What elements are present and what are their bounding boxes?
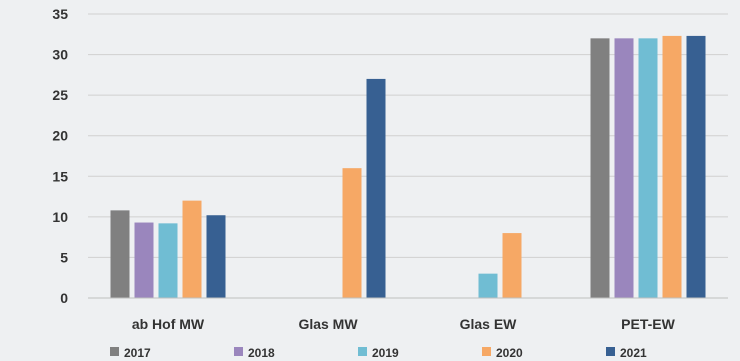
bar-pet-ew-2017 bbox=[590, 38, 610, 298]
legend-swatch bbox=[110, 347, 119, 356]
bar-pet-ew-2020 bbox=[662, 35, 682, 299]
bar-ab-hof-mw-2018 bbox=[134, 222, 154, 298]
legend-item-2020: 2020 bbox=[482, 346, 523, 360]
bar-pet-ew-2021 bbox=[686, 35, 706, 299]
x-category-label: Glas MW bbox=[298, 316, 358, 332]
bars bbox=[110, 35, 706, 299]
bar-glas-ew-2020 bbox=[502, 233, 522, 298]
y-tick-label: 35 bbox=[52, 6, 68, 22]
bar-ab-hof-mw-2020 bbox=[182, 200, 202, 298]
y-tick-label: 30 bbox=[52, 47, 68, 63]
bar-glas-ew-2019 bbox=[478, 273, 498, 298]
legend-item-2019: 2019 bbox=[358, 346, 399, 360]
legend-label: 2021 bbox=[620, 346, 647, 360]
y-tick-label: 20 bbox=[52, 128, 68, 144]
legend-item-2021: 2021 bbox=[606, 346, 647, 360]
bar-ab-hof-mw-2021 bbox=[206, 215, 226, 298]
bar-pet-ew-2019 bbox=[638, 38, 658, 298]
y-axis-ticks: 0 5 10 15 20 25 30 35 bbox=[52, 6, 68, 306]
x-category-label: PET-EW bbox=[621, 316, 675, 332]
x-category-label: ab Hof MW bbox=[132, 316, 205, 332]
legend: 2017 2018 2019 2020 2021 bbox=[110, 346, 647, 360]
legend-swatch bbox=[606, 347, 615, 356]
y-tick-label: 0 bbox=[60, 290, 68, 306]
bar-glas-mw-2021 bbox=[366, 78, 386, 299]
legend-swatch bbox=[234, 347, 243, 356]
y-tick-label: 25 bbox=[52, 87, 68, 103]
x-category-label: Glas EW bbox=[460, 316, 518, 332]
legend-item-2017: 2017 bbox=[110, 346, 151, 360]
y-tick-label: 10 bbox=[52, 209, 68, 225]
y-tick-label: 5 bbox=[60, 249, 68, 265]
bar-glas-mw-2020 bbox=[342, 168, 362, 298]
legend-label: 2020 bbox=[496, 346, 523, 360]
legend-label: 2018 bbox=[248, 346, 275, 360]
y-tick-label: 15 bbox=[52, 168, 68, 184]
legend-swatch bbox=[482, 347, 491, 356]
legend-swatch bbox=[358, 347, 367, 356]
bar-ab-hof-mw-2017 bbox=[110, 210, 130, 298]
legend-label: 2017 bbox=[124, 346, 151, 360]
bar-ab-hof-mw-2019 bbox=[158, 223, 178, 298]
legend-label: 2019 bbox=[372, 346, 399, 360]
x-axis-categories: ab Hof MW Glas MW Glas EW PET-EW bbox=[132, 316, 676, 332]
legend-item-2018: 2018 bbox=[234, 346, 275, 360]
bar-pet-ew-2018 bbox=[614, 38, 634, 298]
